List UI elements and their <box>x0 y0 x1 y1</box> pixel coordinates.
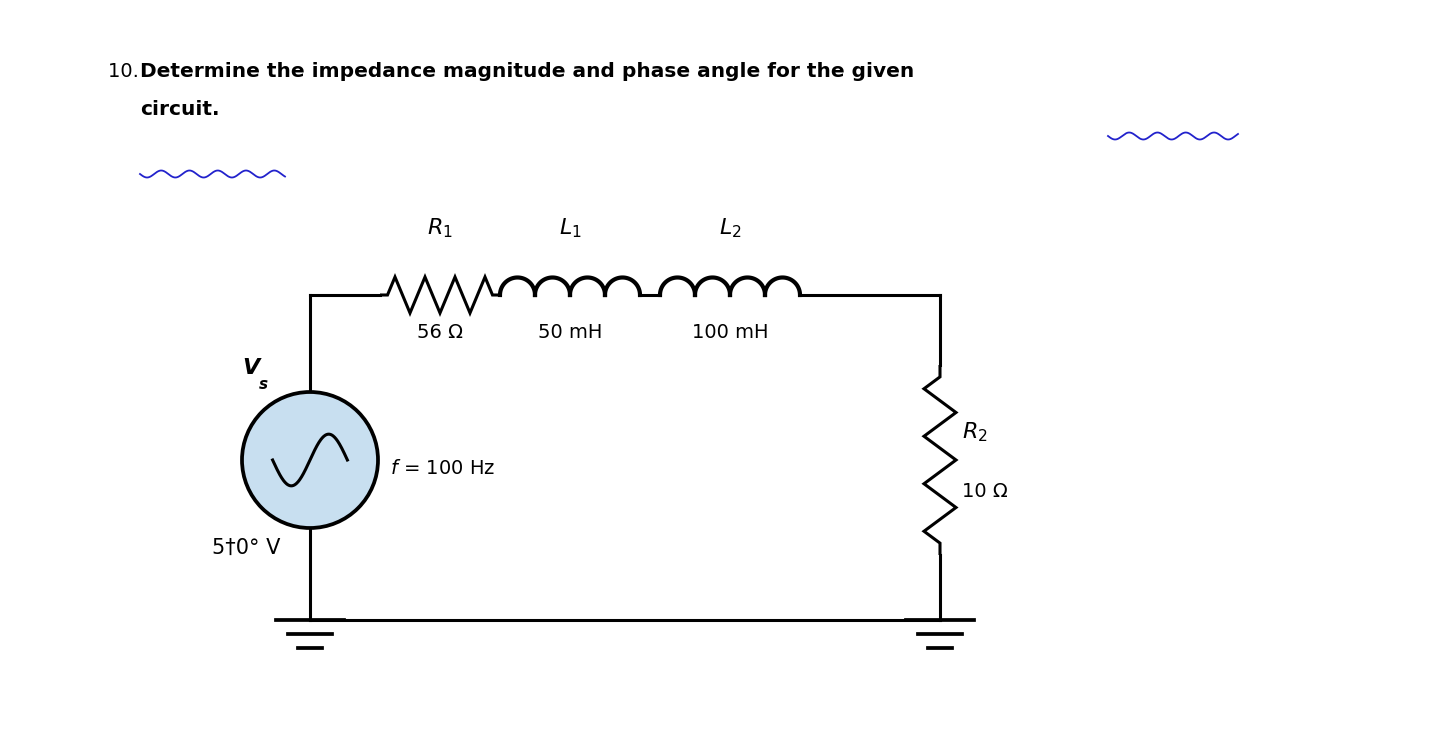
Text: s: s <box>260 377 268 392</box>
Text: $R_2$: $R_2$ <box>962 420 988 444</box>
Circle shape <box>242 392 378 528</box>
Text: Determine the impedance magnitude and phase angle for the given: Determine the impedance magnitude and ph… <box>140 62 914 81</box>
Text: 50 mH: 50 mH <box>538 323 603 342</box>
Text: 10.: 10. <box>108 62 146 81</box>
Text: 10 Ω: 10 Ω <box>962 482 1008 501</box>
Text: $L_2$: $L_2$ <box>718 217 741 240</box>
Text: 56 Ω: 56 Ω <box>417 323 463 342</box>
Text: circuit.: circuit. <box>140 100 219 119</box>
Text: 100 mH: 100 mH <box>692 323 769 342</box>
Text: $f$ = 100 Hz: $f$ = 100 Hz <box>389 458 495 477</box>
Text: V: V <box>242 358 260 378</box>
Text: $L_1$: $L_1$ <box>558 217 581 240</box>
Text: $R_1$: $R_1$ <box>427 217 453 240</box>
Text: 5†0° V: 5†0° V <box>212 538 280 558</box>
